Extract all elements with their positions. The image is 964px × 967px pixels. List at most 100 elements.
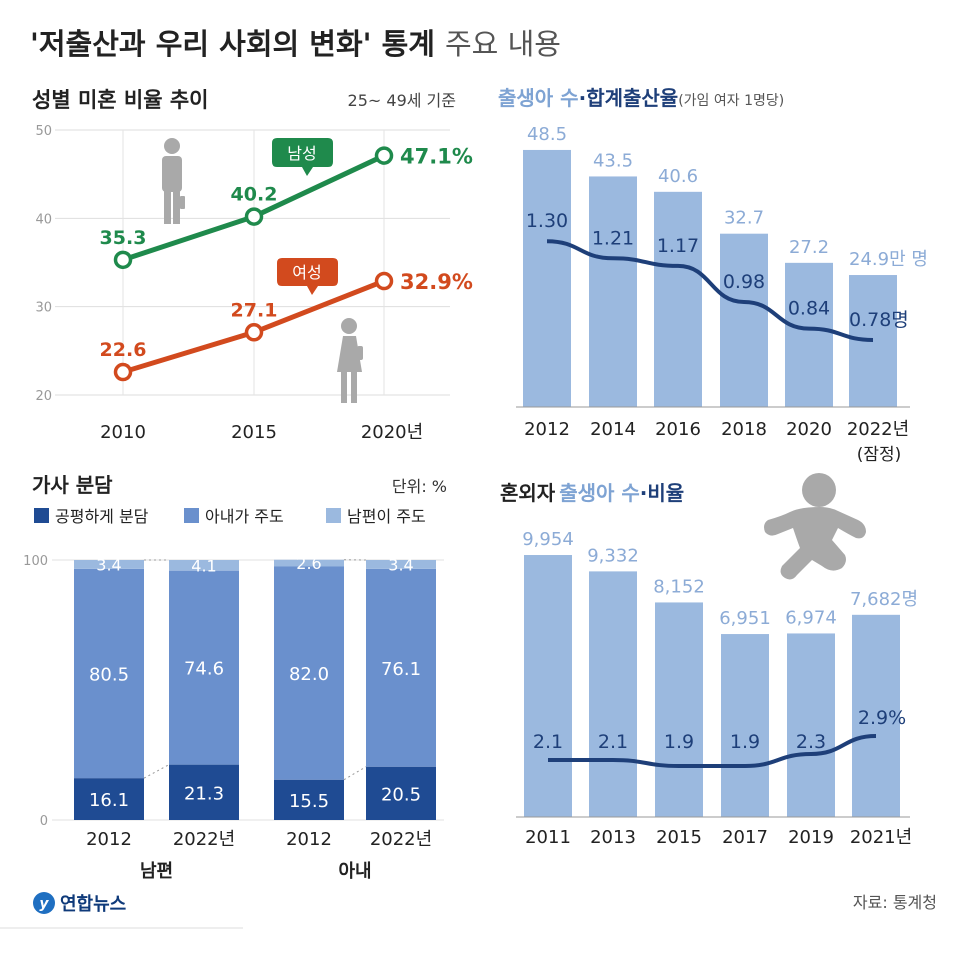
housework-bars: 16.1 80.5 3.4 21.3 74.6 4.1 15.5 82.0 2.6 20.5 76.… [74, 554, 436, 820]
unmarried-x-tick-label: 2010 [100, 422, 146, 443]
housework-value-label: 3.4 [388, 555, 413, 574]
unmarried-value-label: 32.9% [400, 270, 473, 294]
wedlock-bar [852, 614, 900, 817]
yonhap-logo-text: 연합뉴스 [60, 893, 126, 915]
unmarried-value-label: 22.6 [100, 339, 147, 361]
housework-segment [366, 766, 436, 820]
wedlock-x-tick-label: 2017 [722, 827, 768, 848]
housework-value-label: 20.5 [381, 784, 421, 805]
fertility-value-label: 1.30 [526, 210, 568, 232]
unmarried-x-axis: 2010 2015 2020년 [100, 422, 423, 443]
births-x-tick-label: 2020 [786, 419, 832, 440]
births-value-label: 24.9만 명 [849, 249, 928, 270]
births-title-note: (가임 여자 1명당) [678, 93, 784, 109]
births-bar [785, 262, 833, 407]
births-chart-title: 출생아 수·합계출산율(가임 여자 1명당) [498, 86, 784, 110]
housework-segment [274, 559, 344, 567]
housework-x-tick-label: 2012 [86, 829, 132, 850]
man-silhouette-icon [162, 138, 185, 224]
housework-value-label: 4.1 [191, 556, 216, 575]
wedlock-title-light: 출생아 수 [559, 481, 640, 505]
baby-icon [764, 473, 866, 580]
wedlock-ratio-label: 1.9 [730, 731, 760, 753]
housework-segment [169, 764, 239, 820]
wedlock-bar [589, 571, 637, 817]
unmarried-chart-title: 성별 미혼 비율 추이 [32, 88, 209, 112]
housework-segment [169, 560, 239, 571]
housework-segment [74, 568, 144, 779]
housework-legend-label: 남편이 주도 [347, 507, 426, 526]
wedlock-ratio-label: 2.1 [533, 731, 563, 753]
births-title-sep: · [579, 86, 587, 110]
wedlock-bars: 9,954 9,332 8,152 6,951 6,974 7,682명 [522, 529, 918, 817]
housework-unit-label: 단위: % [392, 477, 447, 496]
unmarried-value-label: 47.1% [400, 145, 473, 169]
fertility-value-label: 0.98 [723, 271, 765, 293]
housework-x-tick-label: 2012 [286, 829, 332, 850]
fertility-value-label: 0.84 [788, 298, 830, 320]
fertility-value-label: 1.17 [657, 235, 699, 257]
births-value-label: 27.2 [789, 237, 829, 258]
births-x-tick-label: 2022년 [847, 419, 909, 440]
wedlock-title-plain: 혼외자 [500, 481, 556, 505]
wedlock-ratio-line: 2.1 2.1 1.9 1.9 2.3 2.9% [533, 707, 906, 769]
births-bar [654, 191, 702, 407]
housework-segment [74, 560, 144, 569]
births-x-axis: 2012 2014 2016 2018 2020 2022년 [516, 406, 910, 440]
wedlock-ratio-label: 2.3 [796, 731, 826, 753]
unmarried-y-tick-label: 40 [35, 212, 52, 227]
wedlock-bar [655, 602, 703, 817]
housework-groups: 남편 아내 [140, 861, 372, 882]
unmarried-point [113, 250, 133, 270]
housework-value-label: 74.6 [184, 659, 224, 680]
births-value-label: 48.5 [527, 124, 567, 145]
housework-segment [274, 566, 344, 780]
housework-segment [169, 570, 239, 765]
housework-x-tick-label: 2022년 [173, 829, 235, 850]
unmarried-rate-chart: 성별 미혼 비율 추이 25~ 49세 기준 20 30 40 50 2010 2015… [32, 88, 473, 443]
births-x-tick-label: 2012 [524, 419, 570, 440]
unmarried-point [374, 271, 394, 291]
wedlock-x-tick-label: 2019 [788, 827, 834, 848]
housework-legend-swatch [326, 508, 341, 523]
page-title: '저출산과 우리 사회의 변화' 통계 주요 내용 [30, 27, 561, 61]
births-bar [720, 233, 768, 407]
births-title-light: 출생아 수 [498, 86, 579, 110]
unmarried-point [244, 323, 264, 342]
unmarried-series: 35.3 40.2 47.1% 22.6 27.1 32.9% [100, 145, 473, 382]
housework-x-tick-label: 2022년 [370, 829, 432, 850]
wedlock-value-label: 9,332 [587, 545, 639, 566]
births-category-note: (잠정) [857, 445, 902, 465]
housework-value-label: 80.5 [89, 664, 129, 685]
unmarried-point [113, 362, 133, 382]
births-x-tick-label: 2018 [721, 419, 767, 440]
wedlock-ratio-label: 1.9 [664, 731, 694, 753]
page-title-light: 주요 내용 [445, 27, 561, 61]
housework-y-tick-label: 0 [40, 814, 48, 829]
housework-legend-label: 아내가 주도 [205, 507, 284, 526]
unmarried-y-axis: 20 30 40 50 [35, 124, 52, 404]
wedlock-x-tick-label: 2015 [656, 827, 702, 848]
wedlock-value-label: 6,951 [719, 608, 771, 629]
births-bars: 48.5 43.5 40.6 32.7 27.2 24.9만 명 [523, 124, 928, 407]
births-value-label: 43.5 [593, 150, 633, 171]
births-value-label: 32.7 [724, 208, 764, 229]
unmarried-value-label: 35.3 [100, 227, 147, 249]
wedlock-value-label: 9,954 [522, 529, 574, 550]
housework-segment [366, 560, 436, 569]
female-legend-bubble: 여성 [277, 258, 338, 295]
fertility-line-path [546, 239, 874, 342]
housework-legend-swatch [184, 508, 199, 523]
births-bar [589, 176, 637, 407]
housework-connector [343, 766, 367, 781]
housework-segment [74, 778, 144, 820]
births-fertility-chart: 출생아 수·합계출산율(가임 여자 1명당) 48.5 43.5 40.6 32.7 2… [498, 86, 928, 465]
wedlock-ratio-line-path [547, 734, 877, 769]
births-bar [523, 149, 571, 407]
unmarried-y-tick-label: 50 [35, 124, 52, 139]
wedlock-bar [787, 633, 835, 817]
source-label: 자료: 통계청 [853, 893, 937, 912]
wedlock-ratio-label: 2.1 [598, 731, 628, 753]
births-x-tick-label: 2016 [655, 419, 701, 440]
